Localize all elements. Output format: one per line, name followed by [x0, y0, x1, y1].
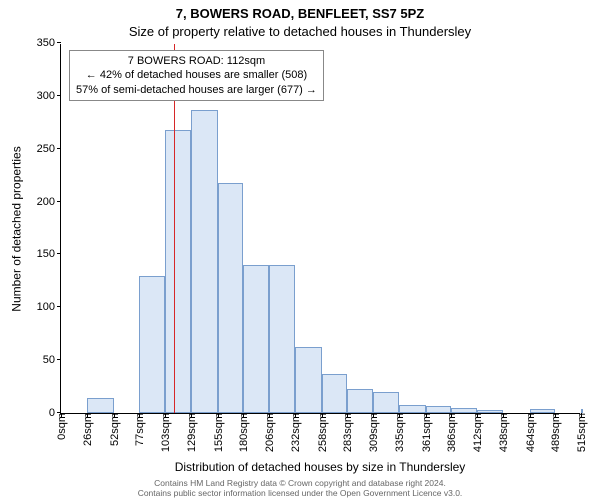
histogram-bar — [477, 410, 503, 413]
x-tick-label: 489sqm — [548, 413, 562, 452]
x-tick-label: 206sqm — [262, 413, 276, 452]
annotation-line: 57% of semi-detached houses are larger (… — [76, 83, 317, 97]
x-tick-label: 103sqm — [158, 413, 172, 452]
x-tick-label: 52sqm — [107, 413, 121, 446]
x-tick-label: 361sqm — [419, 413, 433, 452]
histogram-bar — [347, 389, 373, 413]
x-tick-label: 232sqm — [288, 413, 302, 452]
chart-footer: Contains HM Land Registry data © Crown c… — [0, 478, 600, 498]
x-tick-label: 258sqm — [315, 413, 329, 452]
y-tick-label: 350 — [37, 37, 61, 49]
x-tick-label: 412sqm — [470, 413, 484, 452]
x-tick-label: 438sqm — [496, 413, 510, 452]
x-tick-label: 283sqm — [340, 413, 354, 452]
x-axis-label: Distribution of detached houses by size … — [60, 460, 580, 474]
chart-plot-area: 0501001502002503003500sqm26sqm52sqm77sqm… — [60, 44, 580, 414]
histogram-bar — [399, 405, 425, 413]
histogram-bar — [373, 392, 399, 413]
histogram-bar — [165, 130, 191, 413]
y-tick-label: 200 — [37, 196, 61, 208]
footer-line-1: Contains HM Land Registry data © Crown c… — [0, 478, 600, 488]
x-tick-label: 180sqm — [236, 413, 250, 452]
chart-title-sub: Size of property relative to detached ho… — [0, 24, 600, 39]
x-tick-label: 515sqm — [574, 413, 588, 452]
y-tick-label: 100 — [37, 301, 61, 313]
x-tick-label: 335sqm — [392, 413, 406, 452]
y-tick-label: 250 — [37, 143, 61, 155]
y-tick-label: 50 — [43, 354, 61, 366]
histogram-bar — [243, 265, 269, 413]
annotation-line: 7 BOWERS ROAD: 112sqm — [76, 54, 317, 68]
histogram-bar — [191, 110, 217, 413]
x-tick-label: 464sqm — [523, 413, 537, 452]
y-tick-label: 300 — [37, 90, 61, 102]
histogram-bar — [426, 406, 451, 413]
annotation-box: 7 BOWERS ROAD: 112sqm← 42% of detached h… — [69, 50, 324, 101]
x-tick-label: 0sqm — [54, 413, 68, 440]
histogram-bar — [451, 408, 477, 413]
chart-title-main: 7, BOWERS ROAD, BENFLEET, SS7 5PZ — [0, 6, 600, 21]
annotation-line: ← 42% of detached houses are smaller (50… — [76, 68, 317, 82]
histogram-bar — [139, 276, 165, 413]
histogram-bar — [87, 398, 113, 413]
x-tick-label: 386sqm — [444, 413, 458, 452]
histogram-bar — [218, 183, 243, 413]
x-tick-label: 26sqm — [80, 413, 94, 446]
histogram-bar — [530, 409, 555, 413]
histogram-bar — [581, 409, 583, 413]
y-axis-label: Number of detached properties — [10, 44, 24, 414]
y-tick-label: 150 — [37, 248, 61, 260]
x-tick-label: 155sqm — [211, 413, 225, 452]
footer-line-2: Contains public sector information licen… — [0, 488, 600, 498]
x-tick-label: 129sqm — [184, 413, 198, 452]
histogram-bar — [322, 374, 347, 413]
x-tick-label: 77sqm — [132, 413, 146, 446]
histogram-bar — [295, 347, 321, 413]
x-tick-label: 309sqm — [366, 413, 380, 452]
histogram-bar — [269, 265, 295, 413]
